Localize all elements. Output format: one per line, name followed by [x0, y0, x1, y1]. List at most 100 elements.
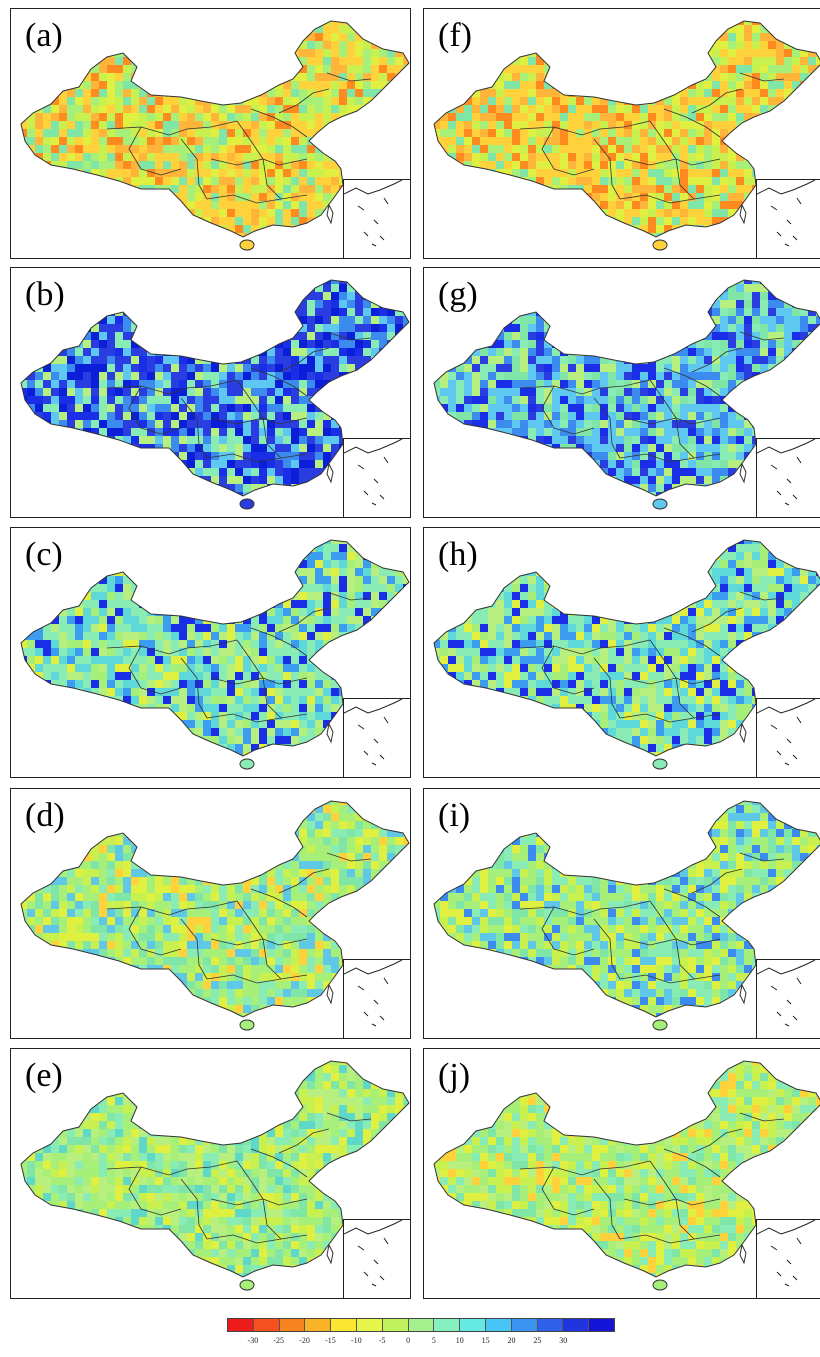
province-border — [593, 138, 621, 200]
colorbar-swatch — [228, 1319, 254, 1331]
hainan-island — [239, 239, 255, 251]
province-border — [623, 1198, 677, 1206]
province-border — [663, 1148, 721, 1178]
province-border — [206, 453, 308, 463]
province-border — [262, 1198, 282, 1240]
province-border — [180, 657, 208, 719]
colorbar-tick: 20 — [507, 1336, 516, 1345]
hainan-island — [652, 239, 668, 251]
country-outline — [20, 279, 410, 497]
map-panel: (g) — [423, 267, 820, 518]
country-outline — [20, 20, 410, 238]
colorbar-swatch — [460, 1319, 486, 1331]
panel-label: (f) — [438, 17, 472, 54]
province-border — [619, 194, 721, 204]
taiwan-island — [326, 1243, 334, 1265]
province-border — [663, 367, 721, 397]
colorbar-tick: 25 — [533, 1336, 542, 1345]
colorbar-swatch — [485, 1319, 512, 1331]
province-border — [326, 852, 372, 862]
province-border — [262, 417, 282, 459]
province-border — [106, 120, 238, 136]
colorbar-tick: -25 — [273, 1336, 285, 1345]
hainan-island — [652, 498, 668, 510]
taiwan-island — [326, 203, 334, 225]
map-panel: (d) — [10, 788, 411, 1039]
hainan-island — [239, 1279, 255, 1291]
colorbar-tick: 15 — [481, 1336, 490, 1345]
panel-label: (b) — [25, 276, 65, 313]
south-china-sea-inset — [756, 438, 820, 517]
province-border — [180, 397, 208, 459]
colorbar-tick: -20 — [299, 1336, 310, 1345]
china-map — [20, 20, 410, 251]
colorbar-swatch — [253, 1319, 280, 1331]
taiwan-island — [739, 462, 747, 484]
hainan-island — [239, 498, 255, 510]
country-outline — [433, 279, 820, 497]
colorbar-tick: -5 — [378, 1336, 386, 1345]
province-border — [180, 1178, 208, 1240]
south-china-sea-inset — [343, 959, 410, 1038]
country-outline — [20, 800, 410, 1018]
map-panel: (i) — [423, 788, 820, 1039]
province-border — [739, 72, 785, 82]
colorbar-tick: -30 — [247, 1336, 259, 1345]
province-border — [593, 397, 621, 459]
south-china-sea-inset — [756, 959, 820, 1038]
province-border — [326, 1112, 372, 1122]
colorbar-swatch — [511, 1319, 538, 1331]
province-border — [250, 367, 308, 397]
province-border — [278, 868, 330, 894]
province-border — [180, 918, 208, 980]
panel-label: (d) — [25, 797, 65, 834]
colorbar — [227, 1318, 615, 1332]
colorbar-tick: -10 — [350, 1336, 362, 1345]
province-border — [262, 158, 282, 200]
province-border — [593, 1178, 621, 1240]
province-border — [541, 126, 595, 176]
province-border — [619, 974, 721, 984]
province-border — [210, 938, 264, 946]
colorbar-swatch — [279, 1319, 306, 1331]
panel-label: (c) — [25, 536, 63, 573]
province-border — [106, 900, 238, 916]
colorbar-tick: -15 — [325, 1336, 336, 1345]
colorbar-swatch — [382, 1319, 409, 1331]
province-border — [262, 677, 282, 719]
province-border — [106, 639, 238, 655]
province-border — [519, 639, 651, 655]
province-border — [623, 158, 677, 166]
province-border — [210, 1198, 264, 1206]
province-border — [250, 1148, 308, 1178]
province-border — [262, 938, 282, 980]
province-border — [623, 677, 677, 685]
province-border — [519, 120, 651, 136]
province-border — [663, 627, 721, 657]
panel-label: (g) — [438, 276, 478, 313]
province-border — [278, 88, 330, 114]
colorbar-swatch — [331, 1319, 357, 1331]
province-border — [519, 379, 651, 395]
province-border — [739, 331, 785, 341]
province-border — [739, 852, 785, 862]
china-map — [433, 20, 820, 251]
hainan-island — [652, 1279, 668, 1291]
province-border — [675, 417, 695, 459]
province-border — [278, 607, 330, 633]
china-map — [433, 279, 820, 510]
province-border — [180, 138, 208, 200]
province-border — [663, 888, 721, 918]
south-china-sea-inset — [343, 179, 410, 258]
province-border — [326, 591, 372, 601]
south-china-sea-inset — [756, 698, 820, 777]
colorbar-tick: 0 — [406, 1336, 411, 1345]
panel-label: (a) — [25, 17, 63, 54]
map-panel: (f) — [423, 8, 820, 259]
south-china-sea-inset — [756, 1219, 820, 1298]
province-border — [619, 713, 721, 723]
province-border — [691, 868, 743, 894]
colorbar-ticks: -30 -25 -20 -15 -10 -5 0 5 10 15 20 25 30 — [227, 1336, 615, 1348]
province-border — [210, 677, 264, 685]
country-outline — [433, 800, 820, 1018]
